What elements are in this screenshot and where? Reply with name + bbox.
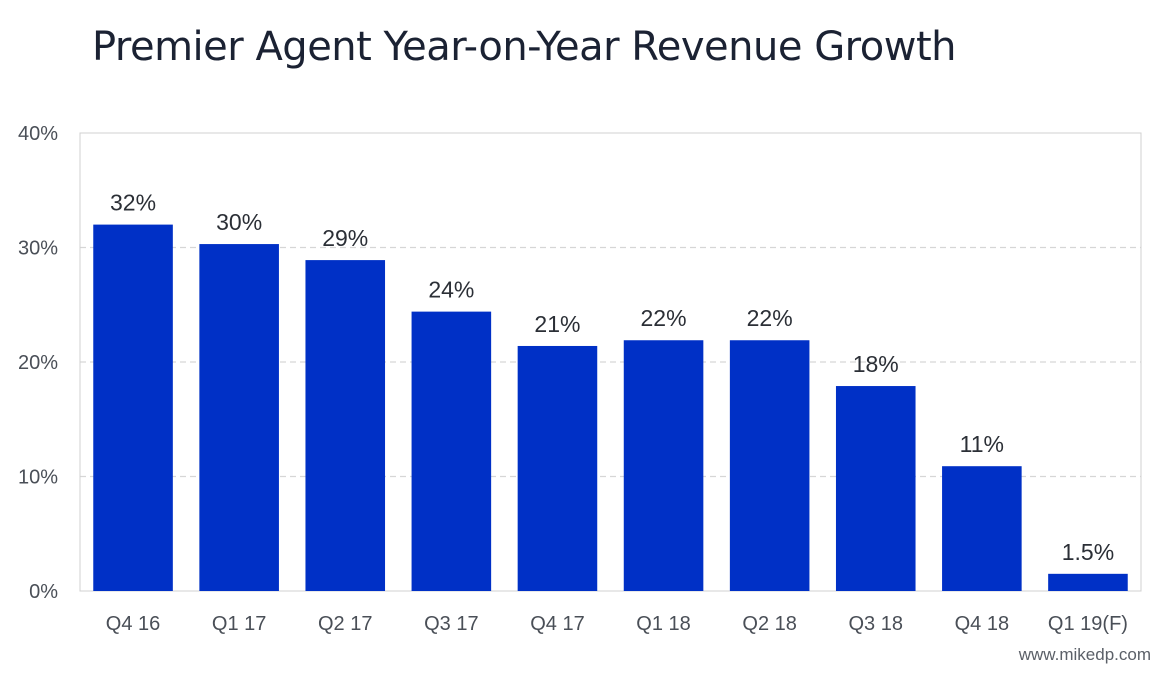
x-tick-label: Q1 17 [212, 613, 266, 635]
x-tick-label: Q4 18 [955, 613, 1009, 635]
y-tick-label: 20% [18, 352, 58, 374]
x-tick-label: Q3 18 [849, 613, 903, 635]
data-label: 24% [428, 277, 474, 303]
data-labels: 32% 30% 29% 24% 21% 22% 22% 18% 11% 1.5% [110, 190, 1114, 565]
data-label: 30% [216, 209, 262, 235]
bar [305, 260, 386, 591]
data-label: 1.5% [1062, 539, 1114, 565]
x-tick-label: Q1 19(F) [1048, 613, 1128, 635]
bar [729, 340, 810, 591]
x-tick-label: Q2 18 [742, 613, 796, 635]
y-tick-label: 0% [29, 581, 58, 603]
bar [1048, 573, 1128, 591]
bar [517, 345, 598, 591]
data-label: 22% [747, 305, 793, 331]
bar [623, 340, 704, 591]
bar [835, 386, 916, 591]
watermark: www.mikedp.com [1018, 645, 1151, 664]
bar [942, 466, 1022, 591]
y-tick-label: 30% [18, 238, 58, 260]
x-tick-label: Q3 17 [424, 613, 478, 635]
x-tick-label: Q4 17 [530, 613, 584, 635]
data-label: 18% [853, 351, 899, 377]
data-label: 22% [641, 305, 687, 331]
bar [199, 244, 279, 591]
bars [93, 224, 1128, 591]
chart-title: Premier Agent Year-on-Year Revenue Growt… [92, 24, 956, 70]
data-label: 21% [534, 311, 580, 337]
x-axis-ticks: Q4 16 Q1 17 Q2 17 Q3 17 Q4 17 Q1 18 Q2 18 Q3 18… [106, 613, 1128, 635]
data-label: 32% [110, 190, 156, 216]
x-tick-label: Q4 16 [106, 613, 160, 635]
x-tick-label: Q1 18 [636, 613, 690, 635]
y-axis-ticks: 0% 10% 20% 30% 40% [18, 123, 58, 603]
y-tick-label: 40% [18, 123, 58, 145]
bar [411, 311, 492, 591]
bar [93, 224, 173, 591]
data-label: 29% [322, 225, 368, 251]
x-tick-label: Q2 17 [318, 613, 372, 635]
y-tick-label: 10% [18, 467, 58, 489]
data-label: 11% [960, 431, 1004, 457]
plot-area-border [79, 132, 1142, 592]
